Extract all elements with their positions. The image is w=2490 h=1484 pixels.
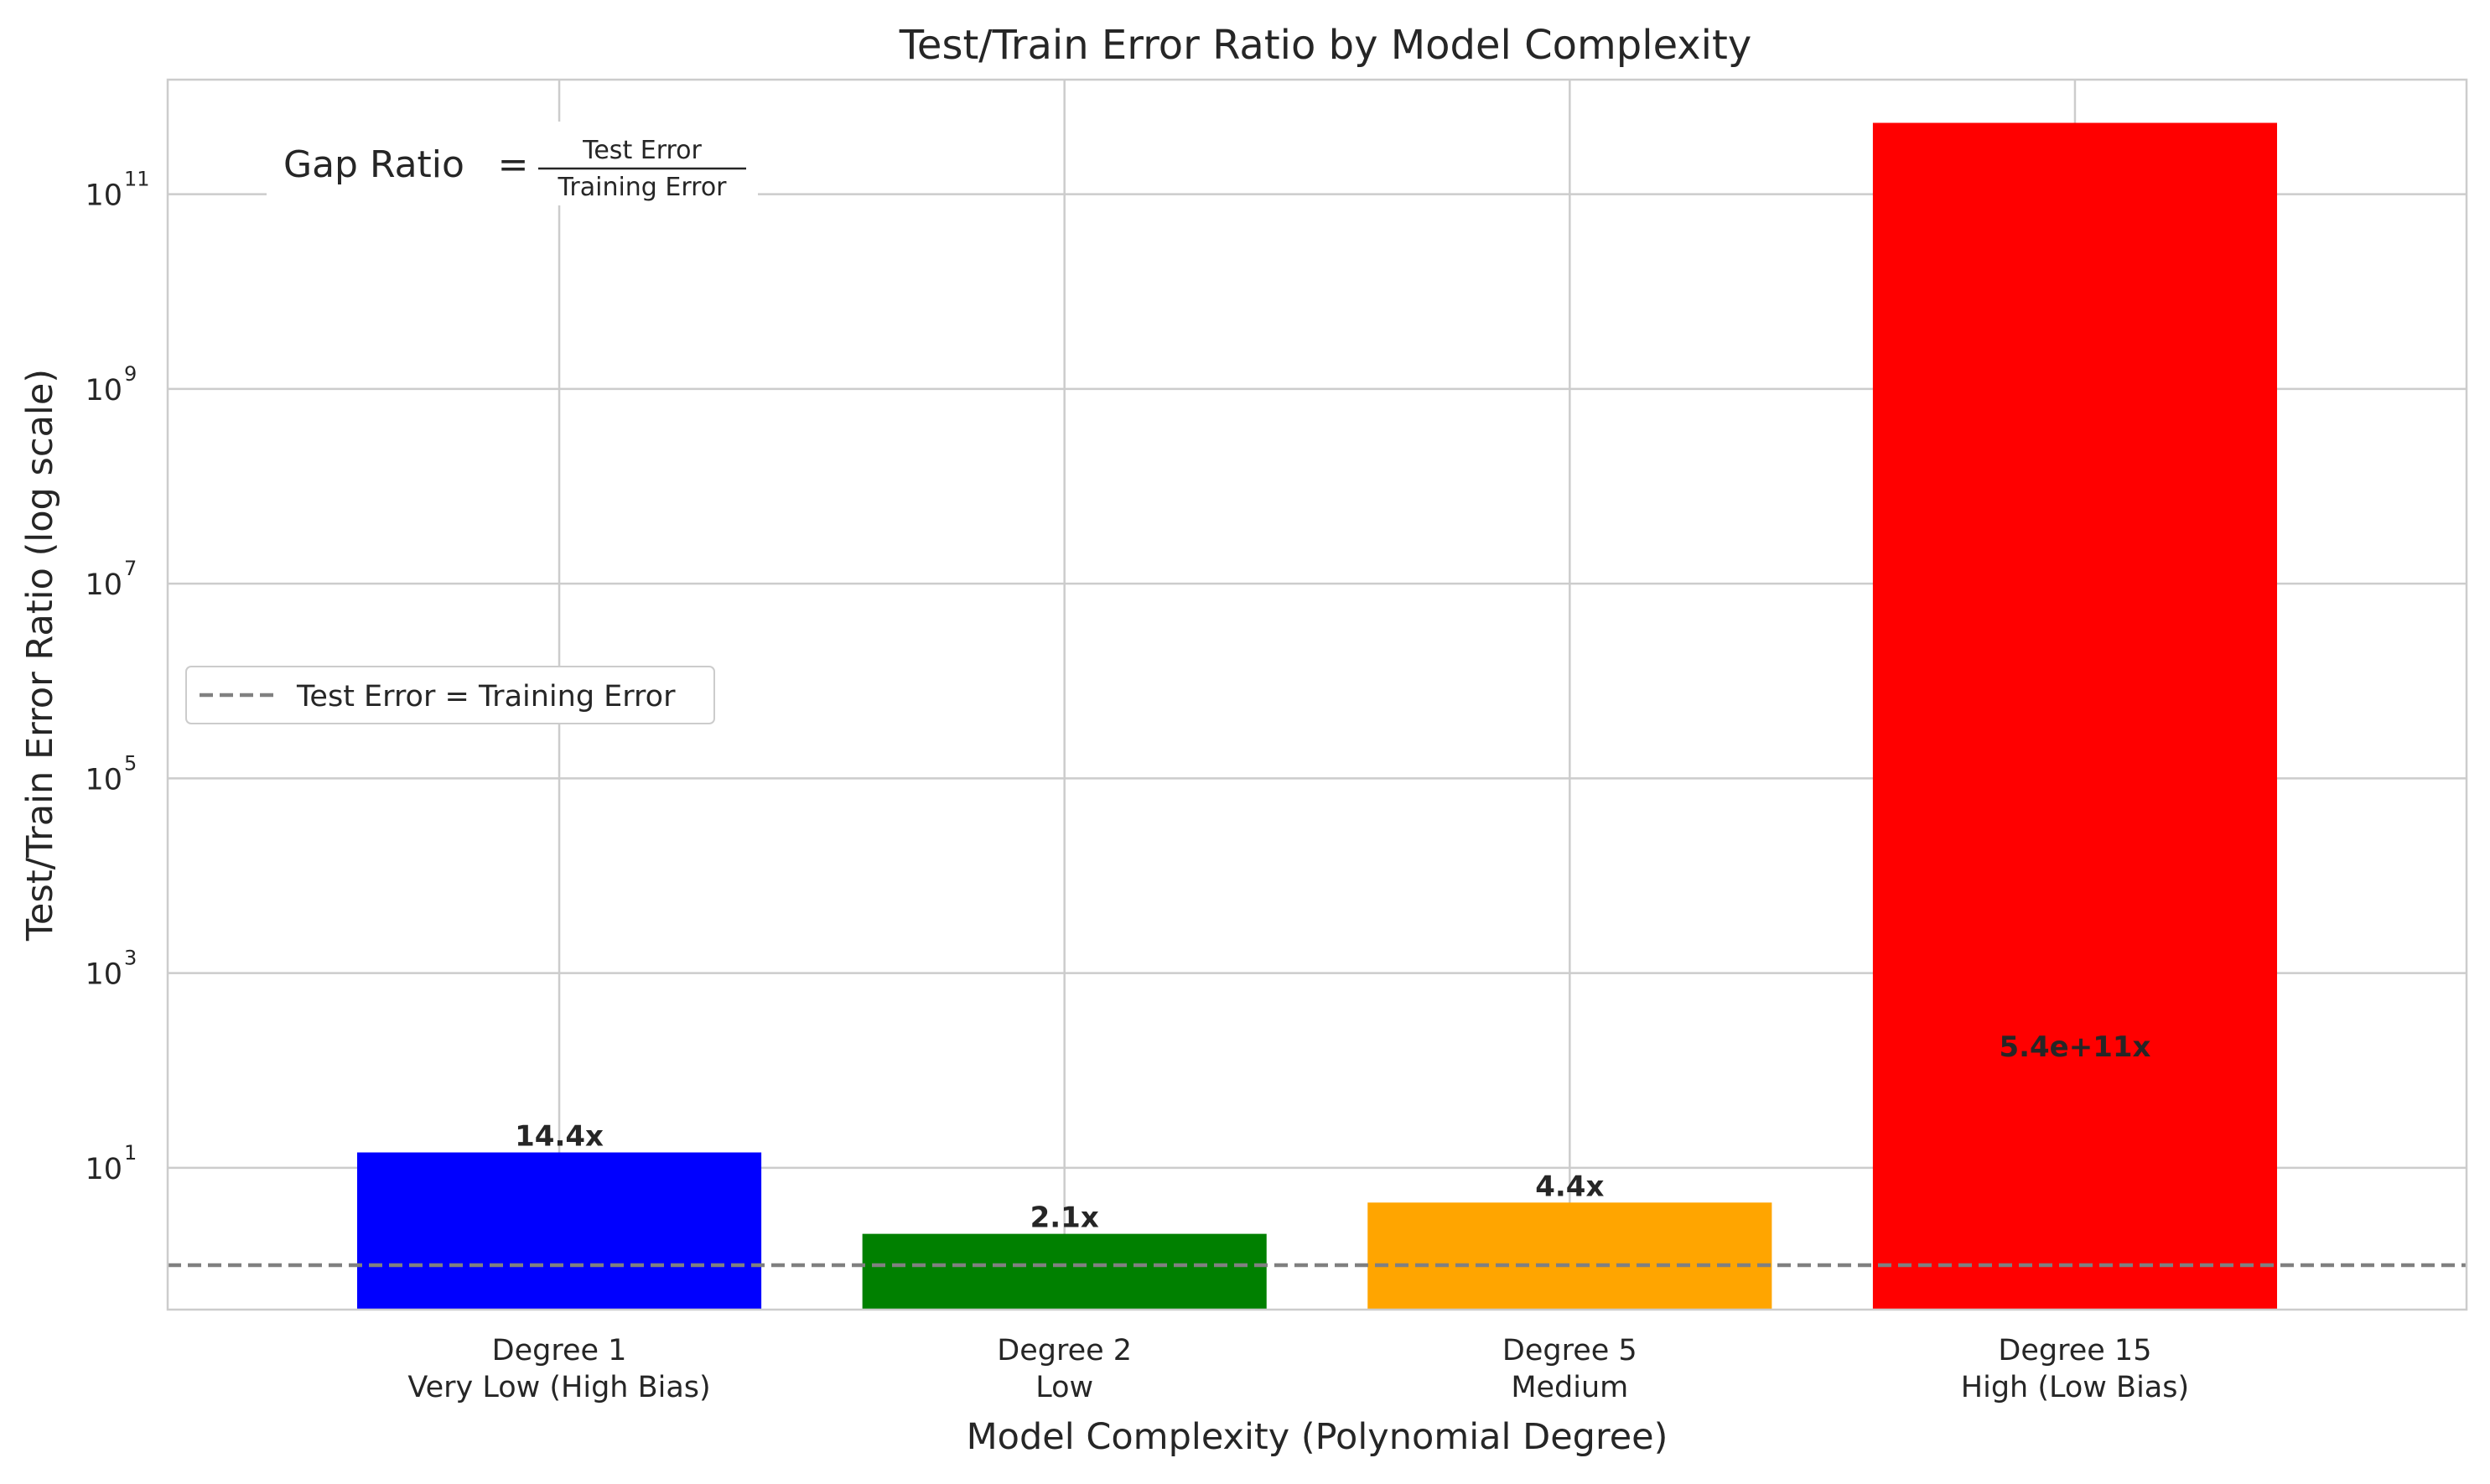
formula-annotation: Gap Ratio = Test Error Training Error (267, 122, 758, 205)
y-tick-base: 10 (85, 374, 122, 407)
y-tick-base: 10 (85, 1153, 122, 1186)
formula-lhs: Gap Ratio (283, 143, 464, 186)
y-tick-exponent: 3 (124, 947, 137, 970)
legend-entry: Test Error = Training Error (296, 680, 676, 713)
bar (1367, 1202, 1772, 1310)
bar-value-label: 4.4x (1535, 1170, 1604, 1203)
y-tick-exponent: 9 (124, 362, 137, 386)
y-tick-label: 10 5 (85, 751, 137, 796)
legend-box (185, 666, 715, 724)
bar (862, 1233, 1267, 1310)
bar (1872, 122, 2278, 1310)
y-tick-exponent: 5 (124, 751, 137, 775)
bar-value-label: 2.1x (1030, 1201, 1099, 1235)
x-tick-sublabel: Medium (1511, 1371, 1628, 1404)
bar (356, 1152, 762, 1310)
chart-title: Test/Train Error Ratio by Model Complexi… (899, 22, 1751, 69)
y-tick-label: 10 1 (85, 1141, 137, 1186)
y-tick-base: 10 (85, 763, 122, 796)
x-tick-sublabel: Low (1035, 1371, 1093, 1404)
y-tick-base: 10 (85, 958, 122, 992)
formula-denominator: Training Error (557, 173, 727, 202)
x-tick-label: Degree 5 (1502, 1334, 1637, 1367)
y-tick-exponent: 1 (124, 1141, 137, 1165)
bar-labels: 14.4x 2.1x 4.4x 5.4e+11x (515, 1030, 2150, 1235)
x-tick-sublabel: Very Low (High Bias) (407, 1371, 710, 1404)
x-tick-label: Degree 15 (1998, 1334, 2151, 1367)
axes-frame (166, 78, 2468, 1311)
y-tick-label: 10 7 (85, 557, 137, 602)
bar-value-label: 5.4e+11x (1999, 1030, 2150, 1064)
y-tick-label: 10 9 (85, 362, 137, 407)
legend: Test Error = Training Error (185, 666, 715, 724)
x-tick-label: Degree 2 (997, 1334, 1132, 1367)
formula-box (267, 122, 758, 205)
formula-numerator: Test Error (582, 136, 702, 165)
y-tick-exponent: 7 (124, 557, 137, 580)
x-ticks: Degree 1 Very Low (High Bias) Degree 2 Low D… (407, 1334, 2189, 1404)
y-tick-exponent: 11 (124, 168, 150, 191)
x-axis-label: Model Complexity (Polynomial Degree) (967, 1416, 1668, 1458)
y-tick-base: 10 (85, 568, 122, 602)
bars (356, 122, 2278, 1310)
bar-value-label: 14.4x (515, 1120, 604, 1154)
x-tick-sublabel: High (Low Bias) (1961, 1371, 2189, 1404)
y-tick-label: 10 3 (85, 947, 137, 992)
formula-equals: = (498, 143, 529, 186)
y-tick-base: 10 (85, 179, 122, 213)
x-tick-label: Degree 1 (492, 1334, 627, 1367)
y-tick-label: 10 11 (85, 168, 149, 213)
y-axis-label: Test/Train Error Ratio (log scale) (19, 369, 61, 942)
